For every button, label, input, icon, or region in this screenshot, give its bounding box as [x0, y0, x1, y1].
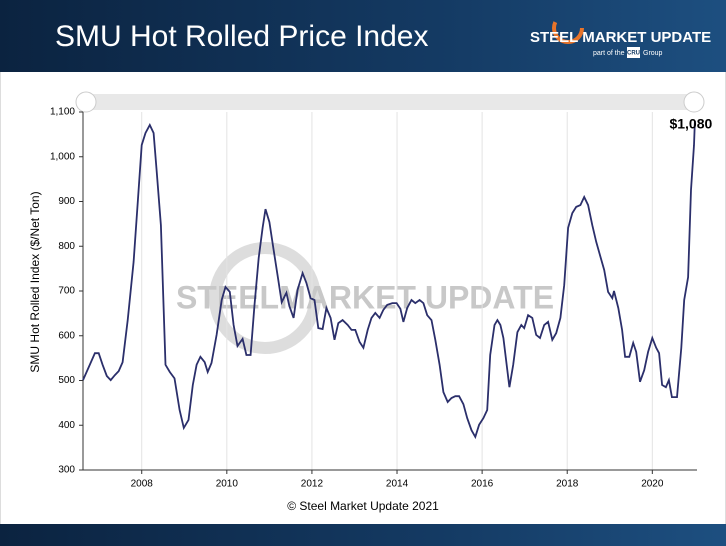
- y-tick-label: 900: [58, 196, 75, 207]
- price-line: [82, 120, 696, 440]
- footer-band: [0, 524, 726, 546]
- x-tick-label: 2016: [471, 479, 494, 490]
- x-tick-label: 2014: [386, 479, 409, 490]
- logo-tagline: Group: [643, 50, 663, 57]
- y-axis-label: SMU Hot Rolled Index ($/Net Ton): [28, 191, 42, 372]
- slider-handle[interactable]: [75, 91, 97, 113]
- logo-name: STEEL MARKET UPDATE: [530, 29, 711, 46]
- slider-handle[interactable]: [683, 91, 705, 113]
- y-tick-label: 1,100: [50, 107, 75, 118]
- x-tick-label: 2008: [131, 479, 154, 490]
- y-tick-label: 400: [58, 420, 75, 431]
- logo-badge: CRU: [627, 51, 640, 57]
- x-tick-label: 2020: [641, 479, 664, 490]
- x-tick-label: 2012: [301, 479, 324, 490]
- y-tick-label: 300: [58, 465, 75, 476]
- y-tick-label: 1,000: [50, 151, 75, 162]
- title: SMU Hot Rolled Price Index: [55, 20, 428, 53]
- y-tick-label: 500: [58, 375, 75, 386]
- range-slider[interactable]: [84, 94, 696, 110]
- watermark: STEELMARKET UPDATE: [176, 279, 554, 315]
- y-tick-label: 700: [58, 286, 75, 297]
- y-tick-label: 800: [58, 241, 75, 252]
- last-value-label: $1,080: [669, 116, 712, 132]
- copyright: © Steel Market Update 2021: [287, 499, 439, 513]
- x-tick-label: 2010: [216, 479, 239, 490]
- header-band: [0, 0, 726, 72]
- logo-badge-bg: [627, 47, 640, 58]
- logo-tagline: part of the: [593, 50, 625, 57]
- logo-swoosh: [552, 12, 584, 44]
- y-tick-label: 600: [58, 330, 75, 341]
- x-tick-label: 2018: [556, 479, 579, 490]
- watermark-swoosh: [209, 242, 321, 354]
